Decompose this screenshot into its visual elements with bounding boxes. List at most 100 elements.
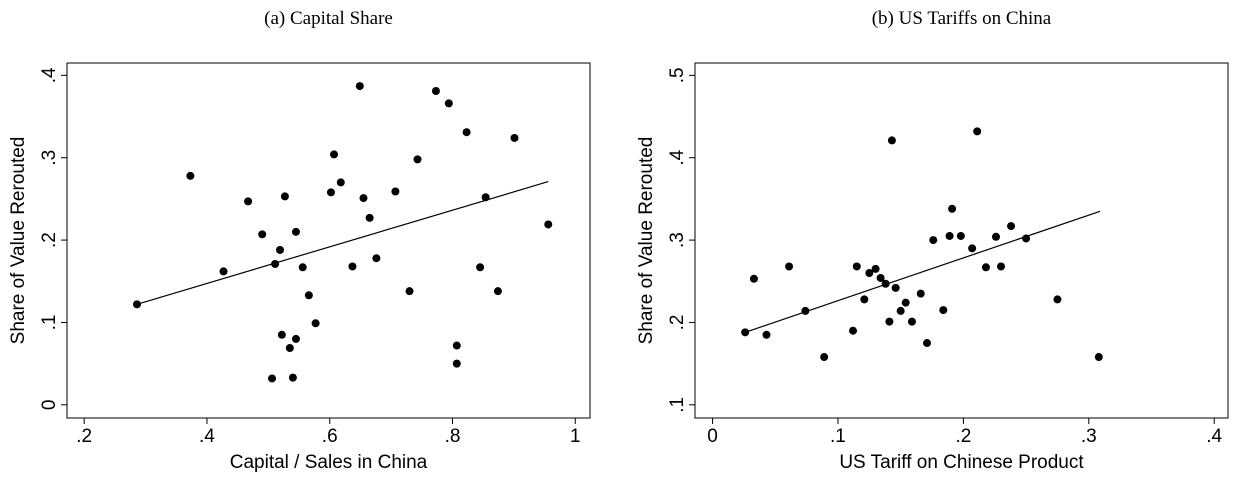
fit-line	[136, 181, 549, 305]
x-tick-label: 0	[707, 426, 718, 447]
point	[510, 133, 519, 142]
chart-title: (b) US Tariffs on China	[872, 8, 1052, 29]
x-tick-label: .4	[199, 426, 215, 447]
point	[413, 155, 422, 164]
point	[901, 298, 910, 307]
x-tick-label: .2	[955, 426, 971, 447]
point	[923, 339, 932, 348]
y-tick-label: 0	[39, 400, 60, 411]
y-axis-title: Share of Value Rerouted	[8, 137, 29, 345]
point	[887, 136, 896, 145]
x-tick-label: .8	[445, 426, 461, 447]
point	[544, 220, 553, 229]
x-tick-label: .3	[1081, 426, 1097, 447]
point	[258, 230, 267, 239]
point	[132, 300, 141, 309]
point	[186, 171, 195, 180]
point	[444, 99, 453, 108]
point	[476, 263, 485, 272]
point	[452, 359, 461, 368]
point	[280, 192, 289, 201]
point	[801, 306, 810, 315]
y-tick-label: .3	[667, 232, 688, 248]
x-axis-title: Capital / Sales in China	[230, 452, 428, 473]
point	[749, 274, 758, 283]
point	[916, 289, 925, 298]
point	[997, 262, 1006, 271]
point	[820, 353, 829, 362]
point	[348, 262, 357, 271]
point	[355, 82, 364, 91]
point	[372, 254, 381, 263]
point	[481, 193, 490, 202]
y-tick-label: .4	[667, 149, 688, 165]
plot-frame	[694, 62, 1229, 419]
point	[336, 178, 345, 187]
point	[991, 232, 1000, 241]
point	[493, 287, 502, 296]
point	[244, 197, 253, 206]
fit-line	[744, 210, 1101, 333]
point	[945, 231, 954, 240]
point	[968, 244, 977, 253]
point	[939, 306, 948, 315]
point	[291, 334, 300, 343]
point	[762, 330, 771, 339]
point	[956, 231, 965, 240]
point	[885, 317, 894, 326]
point	[298, 263, 307, 272]
point	[462, 128, 471, 137]
point	[948, 204, 957, 213]
point	[326, 188, 335, 197]
y-tick-label: .5	[667, 67, 688, 83]
point	[1007, 222, 1016, 231]
point	[981, 263, 990, 272]
point	[285, 343, 294, 352]
point	[276, 245, 285, 254]
point	[291, 227, 300, 236]
y-axis-title: Share of Value Rerouted	[636, 137, 657, 345]
point	[1053, 295, 1062, 304]
point	[860, 295, 869, 304]
x-axis-title: US Tariff on Chinese Product	[839, 452, 1084, 473]
point	[849, 326, 858, 335]
point	[288, 373, 297, 382]
y-tick-label: .4	[39, 67, 60, 83]
chart-title: (a) Capital Share	[264, 8, 393, 29]
point	[365, 213, 374, 222]
y-tick-label: .2	[39, 232, 60, 248]
point	[973, 127, 982, 136]
point	[452, 341, 461, 350]
point	[871, 264, 880, 273]
x-tick-label: .2	[76, 426, 92, 447]
point	[881, 279, 890, 288]
point	[1094, 353, 1103, 362]
point	[219, 267, 228, 276]
y-tick-label: .3	[39, 150, 60, 166]
point	[359, 194, 368, 203]
point	[277, 330, 286, 339]
point	[1022, 234, 1031, 243]
point	[741, 328, 750, 337]
point	[896, 306, 905, 315]
point	[865, 269, 874, 278]
x-tick-label: .4	[1206, 426, 1222, 447]
point	[405, 287, 414, 296]
point	[876, 273, 885, 282]
y-tick-label: .2	[667, 315, 688, 331]
y-tick-label: .1	[39, 315, 60, 331]
plot-frame	[66, 62, 591, 419]
point	[271, 259, 280, 268]
x-tick-label: .1	[830, 426, 846, 447]
y-tick-label: .1	[667, 397, 688, 413]
point	[330, 150, 339, 159]
point	[929, 236, 938, 245]
point	[431, 87, 440, 96]
point	[785, 262, 794, 271]
x-tick-label: .6	[322, 426, 338, 447]
point	[391, 187, 400, 196]
x-tick-label: 1	[570, 426, 581, 447]
point	[907, 317, 916, 326]
